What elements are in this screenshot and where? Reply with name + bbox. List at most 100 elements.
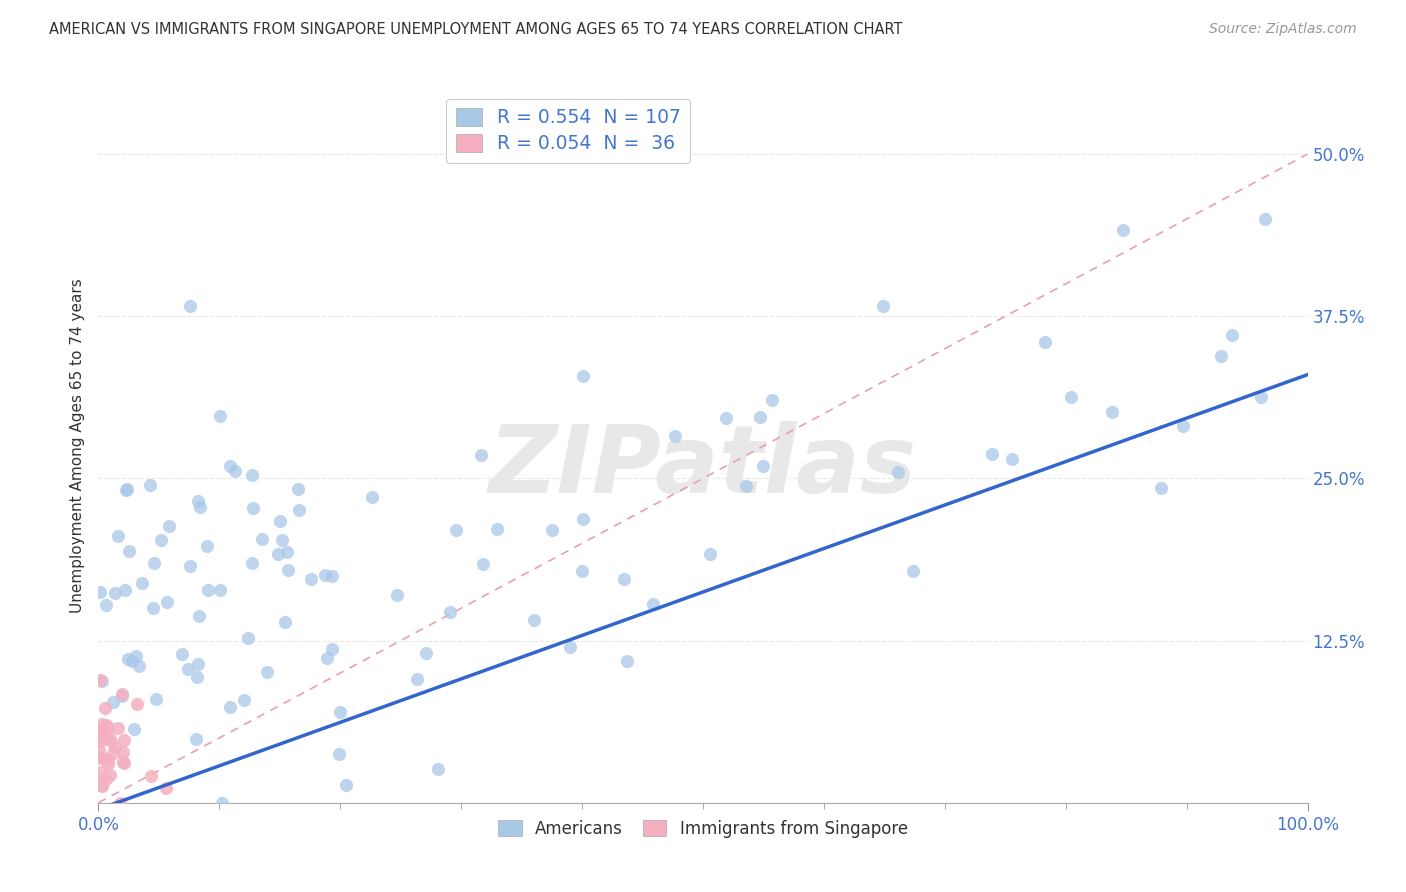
Point [219, 700, 242, 714]
Point [155, 780, 177, 795]
Point [131, 576, 153, 591]
Legend: Americans, Immigrants from Singapore: Americans, Immigrants from Singapore [492, 814, 914, 845]
Point [1060, 390, 1083, 404]
Point [121, 654, 143, 668]
Text: ZIPatlas: ZIPatlas [489, 421, 917, 514]
Point [93, 731, 115, 746]
Point [157, 518, 180, 533]
Point [111, 755, 134, 769]
Point [139, 477, 162, 491]
Point [111, 745, 134, 759]
Point [1211, 349, 1233, 363]
Point [101, 695, 124, 709]
Point [439, 605, 461, 619]
Point [749, 410, 772, 425]
Point [470, 448, 492, 462]
Point [145, 691, 167, 706]
Point [613, 572, 636, 586]
Point [616, 654, 638, 668]
Point [104, 586, 127, 600]
Text: AMERICAN VS IMMIGRANTS FROM SINGAPORE UNEMPLOYMENT AMONG AGES 65 TO 74 YEARS COR: AMERICAN VS IMMIGRANTS FROM SINGAPORE UN… [49, 22, 903, 37]
Point [224, 464, 246, 478]
Point [405, 672, 427, 686]
Point [142, 557, 165, 571]
Point [91, 778, 114, 792]
Point [252, 532, 274, 546]
Point [114, 582, 136, 597]
Point [98, 730, 121, 744]
Point [1250, 390, 1272, 404]
Point [179, 558, 201, 573]
Point [91, 726, 114, 740]
Point [112, 756, 135, 771]
Point [233, 693, 256, 707]
Point [211, 796, 233, 810]
Point [188, 609, 211, 624]
Point [111, 689, 134, 703]
Point [571, 564, 593, 578]
Point [104, 739, 127, 754]
Point [112, 732, 135, 747]
Point [276, 545, 298, 559]
Point [96, 598, 118, 612]
Point [446, 524, 468, 538]
Point [1149, 481, 1171, 495]
Point [107, 721, 129, 735]
Point [872, 299, 894, 313]
Point [150, 533, 173, 547]
Point [179, 299, 201, 313]
Point [89, 673, 111, 687]
Point [887, 465, 910, 479]
Point [108, 796, 131, 810]
Point [90, 730, 112, 744]
Point [91, 673, 114, 688]
Point [335, 778, 357, 792]
Point [103, 746, 125, 760]
Point [270, 533, 292, 547]
Point [314, 567, 336, 582]
Point [1112, 223, 1135, 237]
Point [299, 572, 322, 586]
Point [87, 733, 110, 747]
Point [97, 753, 120, 767]
Point [98, 767, 121, 781]
Point [195, 539, 218, 553]
Point [87, 750, 110, 764]
Point [541, 523, 564, 537]
Point [277, 564, 299, 578]
Point [218, 459, 240, 474]
Point [89, 764, 111, 779]
Point [172, 647, 194, 661]
Point [328, 705, 350, 719]
Point [124, 722, 146, 736]
Point [97, 720, 120, 734]
Point [761, 393, 783, 408]
Point [328, 747, 350, 761]
Point [111, 687, 134, 701]
Point [124, 648, 146, 663]
Point [90, 717, 112, 731]
Point [560, 640, 582, 654]
Point [287, 482, 309, 496]
Text: Source: ZipAtlas.com: Source: ZipAtlas.com [1209, 22, 1357, 37]
Point [89, 774, 111, 789]
Point [256, 665, 278, 680]
Point [714, 410, 737, 425]
Point [734, 479, 756, 493]
Point [1220, 327, 1243, 342]
Point [1001, 452, 1024, 467]
Point [184, 732, 207, 747]
Point [236, 631, 259, 645]
Point [87, 743, 110, 757]
Point [664, 429, 686, 443]
Point [1033, 335, 1056, 350]
Point [240, 556, 263, 570]
Point [415, 646, 437, 660]
Point [980, 447, 1002, 461]
Point [209, 409, 232, 424]
Point [186, 670, 208, 684]
Point [269, 514, 291, 528]
Point [89, 584, 111, 599]
Point [94, 701, 117, 715]
Y-axis label: Unemployment Among Ages 65 to 74 years: Unemployment Among Ages 65 to 74 years [69, 278, 84, 614]
